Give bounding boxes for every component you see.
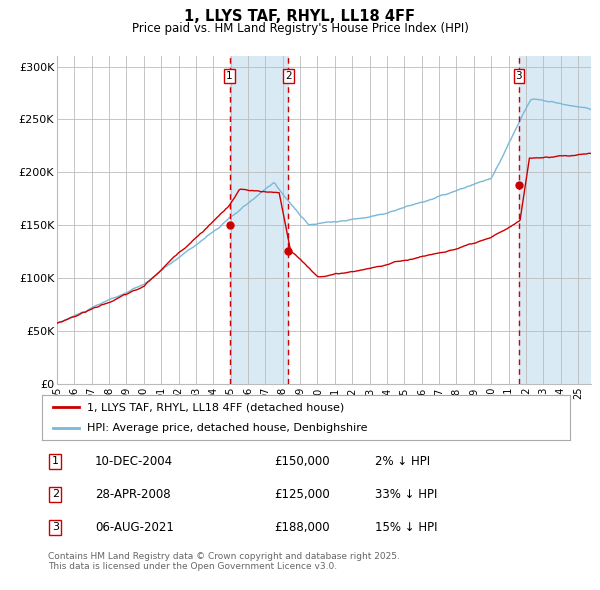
Text: 10-DEC-2004: 10-DEC-2004	[95, 454, 173, 468]
Text: £150,000: £150,000	[274, 454, 330, 468]
Text: 2% ↓ HPI: 2% ↓ HPI	[374, 454, 430, 468]
Text: 2: 2	[285, 71, 292, 81]
Text: 15% ↓ HPI: 15% ↓ HPI	[374, 520, 437, 534]
Text: 28-APR-2008: 28-APR-2008	[95, 487, 170, 501]
Text: Contains HM Land Registry data © Crown copyright and database right 2025.
This d: Contains HM Land Registry data © Crown c…	[48, 552, 400, 571]
Text: 3: 3	[52, 522, 59, 532]
Text: HPI: Average price, detached house, Denbighshire: HPI: Average price, detached house, Denb…	[87, 422, 367, 432]
Bar	[230, 56, 289, 384]
Text: 1: 1	[226, 71, 233, 81]
Text: 06-AUG-2021: 06-AUG-2021	[95, 520, 173, 534]
Text: 2: 2	[52, 489, 59, 499]
Text: £125,000: £125,000	[274, 487, 330, 501]
Bar	[519, 56, 591, 384]
Text: 1: 1	[52, 456, 59, 466]
Text: 3: 3	[515, 71, 522, 81]
Text: 1, LLYS TAF, RHYL, LL18 4FF (detached house): 1, LLYS TAF, RHYL, LL18 4FF (detached ho…	[87, 402, 344, 412]
Text: Price paid vs. HM Land Registry's House Price Index (HPI): Price paid vs. HM Land Registry's House …	[131, 22, 469, 35]
Text: 1, LLYS TAF, RHYL, LL18 4FF: 1, LLYS TAF, RHYL, LL18 4FF	[185, 9, 415, 24]
Text: 33% ↓ HPI: 33% ↓ HPI	[374, 487, 437, 501]
Text: £188,000: £188,000	[274, 520, 330, 534]
